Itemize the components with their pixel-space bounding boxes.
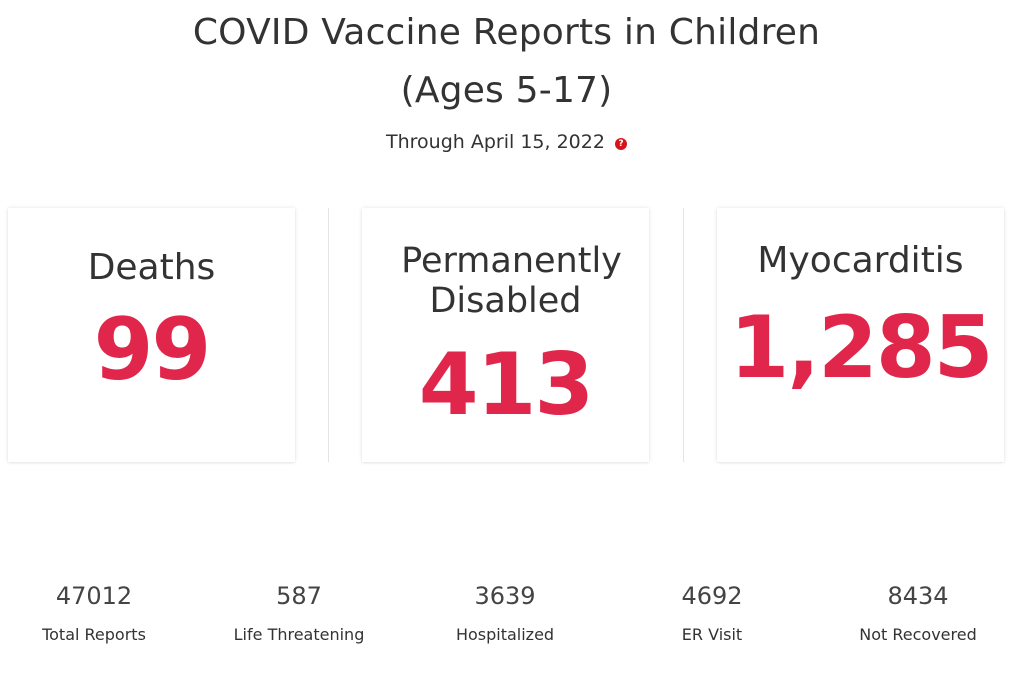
- stat-not-recovered: 8434 Not Recovered: [818, 580, 1013, 645]
- deaths-label: Deaths: [87, 247, 216, 288]
- stat-not-recovered-value: 8434: [887, 582, 949, 610]
- stat-life-threatening-value: 587: [276, 582, 322, 610]
- stat-life-threatening-label: Life Threatening: [233, 625, 365, 644]
- permanently-disabled-label-line-2: Disabled: [429, 281, 582, 321]
- stat-hospitalized-value: 3639: [474, 582, 536, 610]
- help-question-icon[interactable]: ?: [614, 137, 627, 150]
- page-title-line-2: (Ages 5-17): [400, 70, 613, 111]
- card-divider: [328, 208, 329, 462]
- stat-total-reports: 47012 Total Reports: [0, 580, 194, 645]
- myocarditis-value: 1,285: [729, 298, 993, 398]
- permanently-disabled-value: 413: [418, 335, 595, 435]
- stat-total-reports-label: Total Reports: [42, 625, 146, 644]
- date-subtitle-text: Through April 15, 2022: [386, 131, 605, 153]
- myocarditis-card: Myocarditis 1,285: [717, 208, 1004, 462]
- stat-not-recovered-label: Not Recovered: [859, 625, 977, 644]
- stat-er-visit: 4692 ER Visit: [612, 580, 812, 645]
- stat-total-reports-value: 47012: [55, 582, 133, 610]
- stat-hospitalized-label: Hospitalized: [455, 625, 555, 644]
- stat-er-visit-value: 4692: [681, 582, 743, 610]
- deaths-card: Deaths 99: [8, 208, 295, 462]
- stat-er-visit-label: ER Visit: [681, 625, 743, 644]
- stat-life-threatening: 587 Life Threatening: [199, 580, 399, 645]
- permanently-disabled-label-line-1: Permanently: [401, 241, 622, 281]
- date-subtitle: Through April 15, 2022 ?: [0, 131, 1013, 153]
- page-title-line-1: COVID Vaccine Reports in Children: [192, 12, 821, 53]
- myocarditis-label: Myocarditis: [757, 240, 964, 281]
- card-divider: [683, 208, 684, 462]
- stat-hospitalized: 3639 Hospitalized: [405, 580, 605, 645]
- deaths-value: 99: [93, 300, 212, 400]
- permanently-disabled-card: Permanently Disabled 413: [362, 208, 649, 462]
